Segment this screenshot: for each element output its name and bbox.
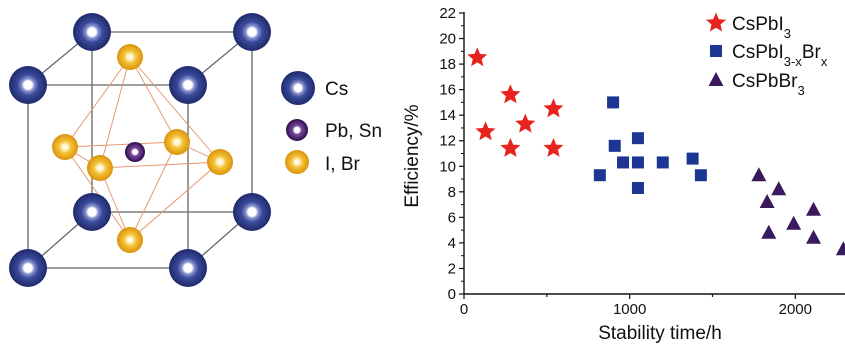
cs-atom <box>73 193 111 231</box>
atom-legend-label-0: Cs <box>325 79 348 100</box>
cs-legend-icon <box>281 71 315 105</box>
pb-sn-legend-icon <box>286 119 308 141</box>
data-point <box>806 201 822 216</box>
data-point <box>761 224 777 239</box>
data-point <box>543 137 564 157</box>
efficiency-stability-chart: 0 2 4 6 8 10 12 14 16 18 20 22 0 1000 2000 Efficiency… <box>402 5 845 344</box>
y-tick-label: 22 <box>439 5 456 22</box>
data-point <box>656 156 669 169</box>
data-point <box>593 169 606 182</box>
halide-atom <box>117 227 143 253</box>
data-point <box>835 241 845 256</box>
cs-atoms <box>9 13 271 287</box>
x-tick-label: 2000 <box>779 301 812 318</box>
y-tick-label: 4 <box>448 235 456 252</box>
crystal-structure-diagram: Cs Pb, Sn I, Br <box>9 13 382 287</box>
data-point <box>686 152 699 165</box>
cs-atom <box>9 66 47 104</box>
y-tick-label: 20 <box>439 31 456 48</box>
y-tick-label: 12 <box>439 133 456 150</box>
y-tick-label: 0 <box>448 286 456 303</box>
data-point <box>475 121 496 141</box>
data-point <box>694 169 707 182</box>
y-tick-label: 10 <box>439 158 456 175</box>
halide-atoms <box>52 44 233 253</box>
atom-legend-label-1: Pb, Sn <box>325 121 382 142</box>
data-points <box>467 47 845 256</box>
data-point <box>500 137 521 157</box>
atom-legend: Cs Pb, Sn I, Br <box>281 71 382 175</box>
data-point <box>500 84 521 104</box>
x-axis-ticks: 0 1000 2000 <box>460 294 812 318</box>
data-point <box>786 215 802 230</box>
y-tick-label: 2 <box>448 260 456 277</box>
series-1 <box>593 96 707 194</box>
legend-marker-1 <box>710 45 722 57</box>
data-point <box>759 194 775 209</box>
cs-atom <box>73 13 111 51</box>
cs-atom <box>9 249 47 287</box>
y-tick-label: 8 <box>448 184 456 201</box>
atom-legend-label-2: I, Br <box>325 154 361 175</box>
halide-atom <box>164 129 190 155</box>
series-0 <box>467 47 564 157</box>
x-tick-label: 0 <box>460 301 468 318</box>
data-point <box>467 47 488 67</box>
halide-atom <box>52 134 78 160</box>
data-point <box>617 156 630 169</box>
halide-atom <box>207 149 233 175</box>
data-point <box>608 139 621 152</box>
data-point <box>607 96 620 109</box>
cs-atom <box>233 13 271 51</box>
legend-marker-2 <box>708 72 724 86</box>
data-point <box>515 113 536 133</box>
halide-atom <box>87 155 113 181</box>
y-axis-label: Efficiency/% <box>402 104 423 207</box>
cs-atom <box>233 193 271 231</box>
data-point <box>631 132 644 145</box>
data-point <box>751 167 767 182</box>
y-tick-label: 18 <box>439 56 456 73</box>
x-axis-label: Stability time/h <box>598 323 722 344</box>
series-2 <box>751 167 845 256</box>
data-point <box>771 181 787 196</box>
y-axis-ticks: 0 2 4 6 8 10 12 14 16 18 20 22 <box>439 5 464 303</box>
y-tick-label: 6 <box>448 209 456 226</box>
halide-atom <box>117 44 143 70</box>
data-point <box>806 229 822 244</box>
data-point <box>543 98 564 118</box>
pb-sn-atom <box>125 142 145 162</box>
legend-label-2: CsPbBr3 <box>732 71 805 98</box>
data-point <box>631 156 644 169</box>
legend-marker-0 <box>706 12 726 32</box>
data-point <box>631 181 644 194</box>
legend-label-1: CsPbI3-xBrx <box>732 42 828 69</box>
legend-label-0: CsPbI3 <box>732 14 791 41</box>
y-tick-label: 16 <box>439 82 456 99</box>
y-tick-label: 14 <box>439 107 456 124</box>
x-tick-label: 1000 <box>613 301 646 318</box>
cs-atom <box>169 249 207 287</box>
halide-legend-icon <box>285 150 309 174</box>
cs-atom <box>169 66 207 104</box>
